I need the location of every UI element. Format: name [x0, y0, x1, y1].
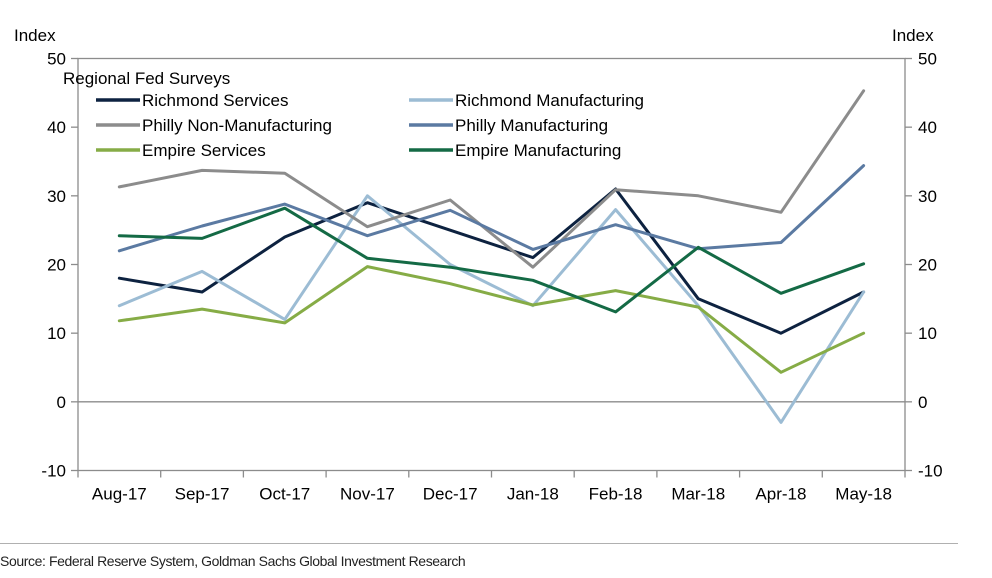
x-tick-label: May-18 — [835, 485, 892, 504]
y-tick-label-left: 40 — [47, 118, 66, 137]
x-tick-label: Apr-18 — [755, 485, 806, 504]
legend-label: Empire Manufacturing — [455, 141, 621, 160]
legend-label: Richmond Services — [142, 91, 288, 110]
y-tick-label-left: 50 — [47, 50, 66, 69]
source-divider — [0, 543, 958, 544]
legend-label: Empire Services — [142, 141, 266, 160]
x-tick-label: Sep-17 — [175, 485, 230, 504]
legend: Regional Fed Surveys Richmond Services Ri… — [63, 69, 644, 160]
legend-label: Richmond Manufacturing — [455, 91, 644, 110]
series-line-empire-services — [117, 265, 866, 374]
left-axis-title: Index — [14, 26, 56, 45]
y-tick-label-right: 30 — [918, 187, 937, 206]
axes-layer: -10 -10 0 0 10 10 20 20 30 30 40 40 50 50 Aug-17 Sep-17… — [41, 50, 942, 504]
y-tick-label-left: 30 — [47, 187, 66, 206]
y-tick-label-left: 20 — [47, 256, 66, 275]
y-tick-label-right: 50 — [918, 50, 937, 69]
x-tick-label: Jan-18 — [507, 485, 559, 504]
source-note: Source: Federal Reserve System, Goldman … — [0, 553, 466, 569]
y-tick-label-right: 10 — [918, 324, 937, 343]
legend-title: Regional Fed Surveys — [63, 69, 230, 88]
series-line-richmond-manufacturing — [117, 194, 866, 424]
right-axis-title: Index — [892, 26, 934, 45]
y-tick-label-left: 0 — [57, 393, 66, 412]
y-tick-label-left: -10 — [41, 462, 66, 481]
x-tick-label: Oct-17 — [259, 485, 310, 504]
series-line-philly-non-manufacturing — [117, 89, 866, 269]
y-tick-label-right: 0 — [918, 393, 927, 412]
series-line-philly-manufacturing — [117, 164, 866, 253]
x-tick-label: Aug-17 — [92, 485, 147, 504]
x-tick-label: Nov-17 — [340, 485, 395, 504]
y-tick-label-right: -10 — [918, 462, 943, 481]
series-line-richmond-services — [117, 187, 866, 335]
series-layer — [117, 89, 866, 424]
y-tick-label-left: 10 — [47, 324, 66, 343]
y-tick-label-right: 20 — [918, 256, 937, 275]
x-tick-label: Mar-18 — [671, 485, 725, 504]
x-tick-label: Feb-18 — [589, 485, 643, 504]
series-line-empire-manufacturing — [117, 206, 866, 314]
x-tick-label: Dec-17 — [423, 485, 478, 504]
legend-label: Philly Manufacturing — [455, 116, 608, 135]
y-tick-label-right: 40 — [918, 118, 937, 137]
legend-label: Philly Non-Manufacturing — [142, 116, 332, 135]
